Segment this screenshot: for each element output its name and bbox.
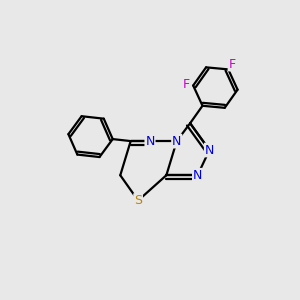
Text: N: N bbox=[205, 143, 214, 157]
Text: N: N bbox=[145, 135, 155, 148]
Text: S: S bbox=[134, 194, 142, 207]
Text: F: F bbox=[183, 78, 190, 92]
Text: F: F bbox=[229, 58, 236, 70]
Text: N: N bbox=[172, 135, 182, 148]
Text: N: N bbox=[193, 169, 202, 182]
